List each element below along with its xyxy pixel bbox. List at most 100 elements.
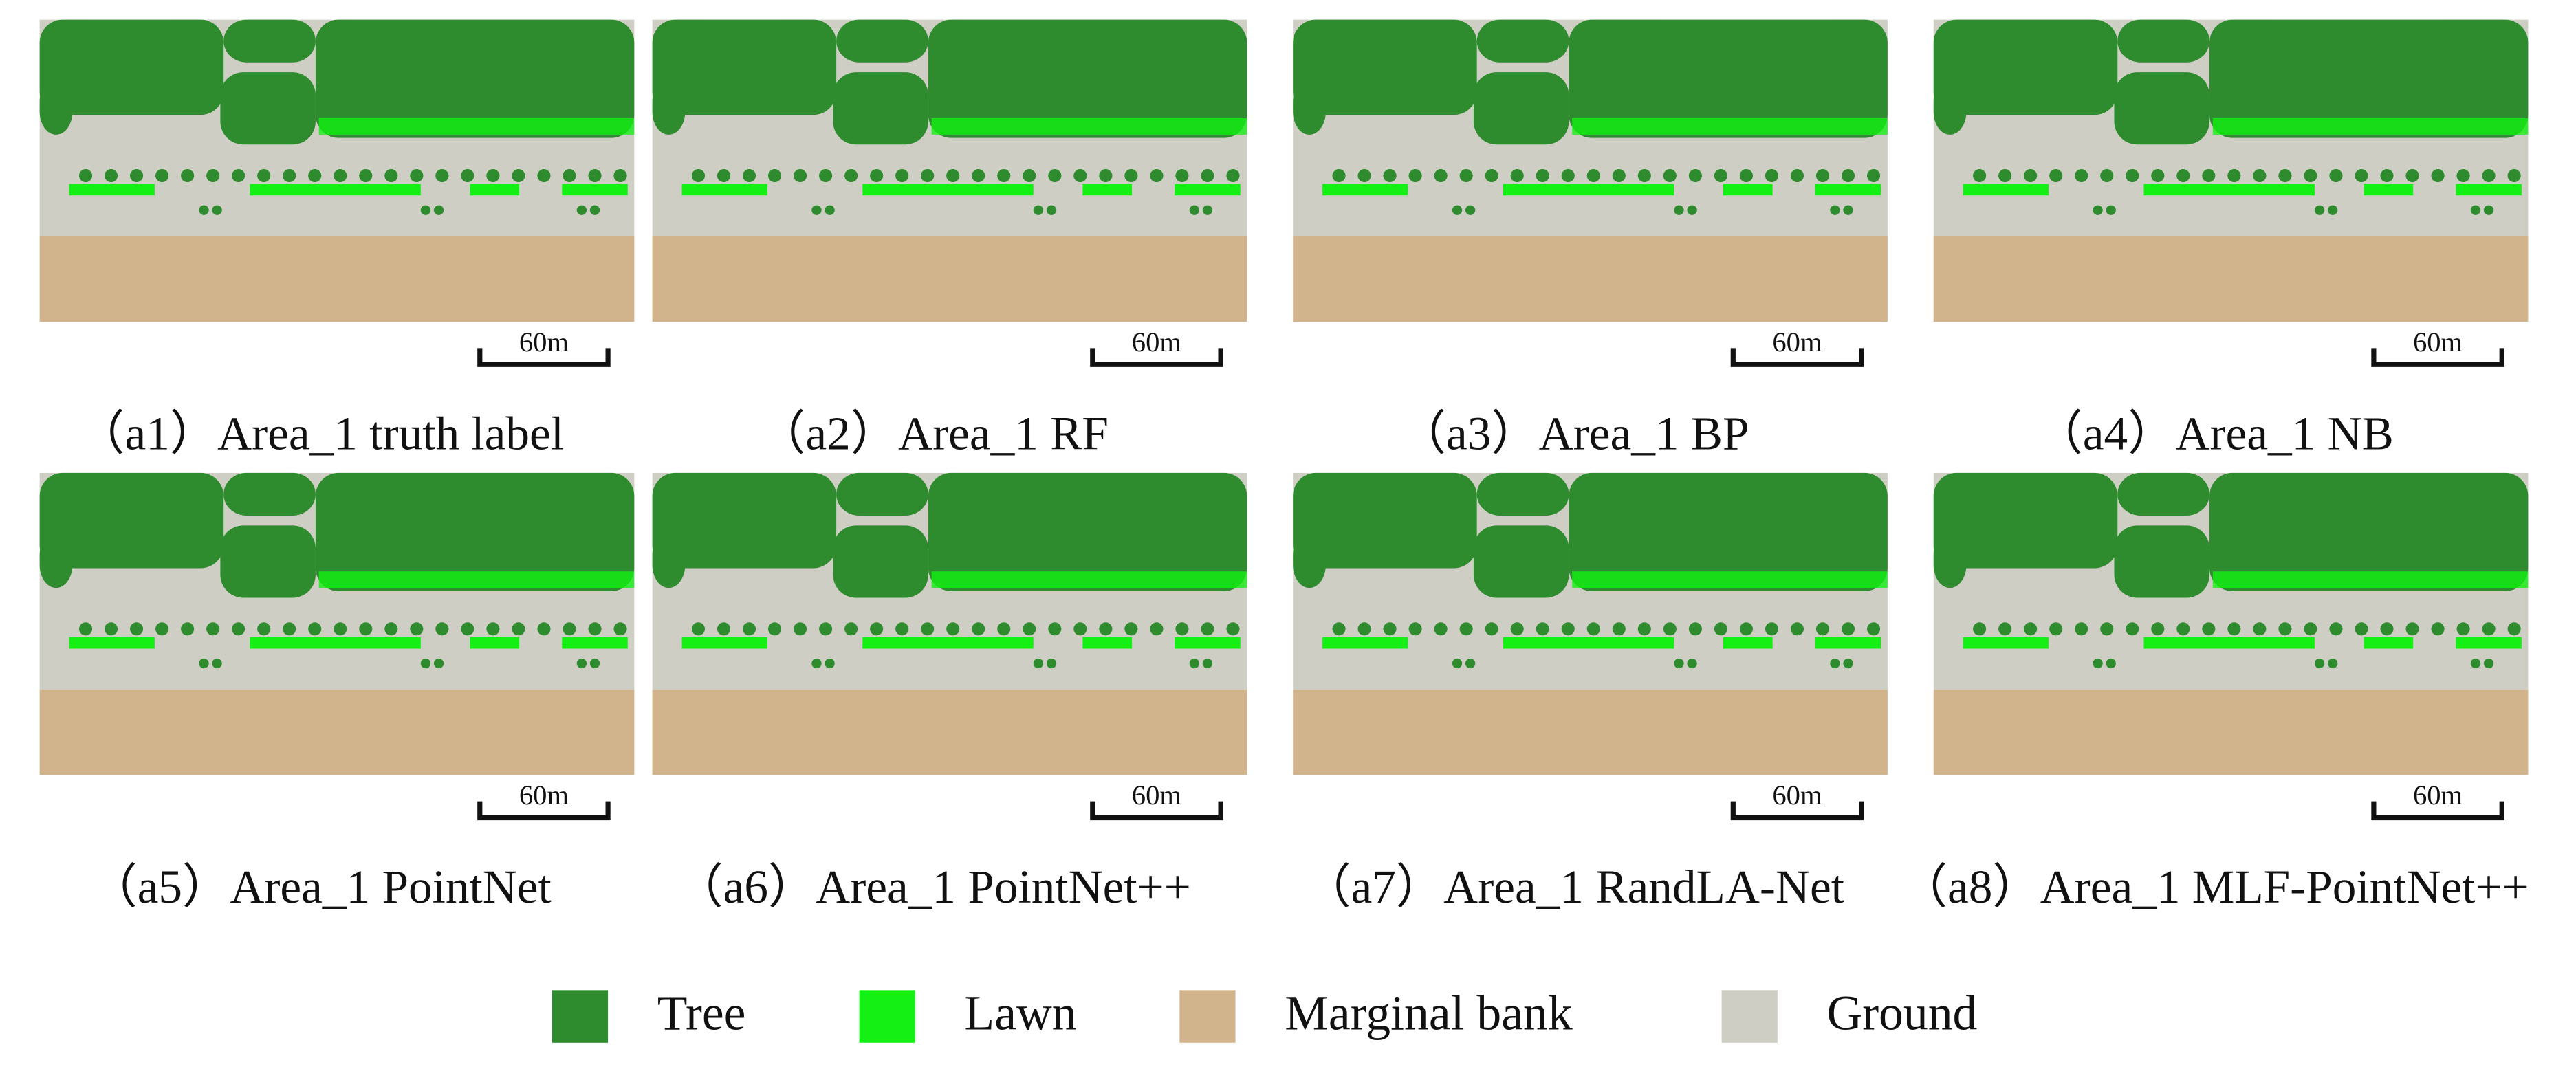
tree-area — [2209, 472, 2529, 591]
small-tree — [2314, 658, 2325, 669]
small-tree — [1739, 169, 1753, 183]
small-tree — [1033, 205, 1044, 215]
small-tree — [433, 658, 444, 669]
small-tree — [1124, 622, 1138, 636]
small-tree — [1687, 658, 1697, 669]
scale-label: 60m — [1772, 327, 1822, 357]
lawn-strip — [470, 184, 520, 196]
small-tree — [2328, 205, 2338, 215]
caption: （a2）Area_1 RF — [758, 407, 1109, 460]
small-tree — [717, 169, 731, 183]
small-tree — [2482, 169, 2496, 183]
scale-bar — [1090, 801, 1223, 821]
legend-label: Lawn — [964, 986, 1076, 1040]
tree-area — [836, 19, 928, 63]
tree-area — [928, 19, 1247, 138]
panel — [1293, 19, 1888, 322]
small-tree — [2482, 622, 2496, 636]
small-tree — [308, 169, 322, 183]
small-tree — [1765, 169, 1779, 183]
small-tree — [794, 169, 807, 183]
small-tree — [2278, 622, 2292, 636]
small-tree — [1357, 622, 1371, 636]
small-tree — [588, 169, 602, 183]
small-tree — [2202, 622, 2216, 636]
small-tree — [576, 205, 587, 215]
small-tree — [1202, 205, 1213, 215]
small-tree — [512, 169, 525, 183]
lawn-strip — [1963, 184, 2049, 196]
small-tree — [433, 205, 444, 215]
small-tree — [2126, 169, 2139, 183]
small-tree — [1383, 169, 1397, 183]
small-tree — [1452, 658, 1463, 669]
small-tree — [870, 622, 884, 636]
marginal-bank — [652, 690, 1247, 775]
small-tree — [1023, 169, 1036, 183]
tree-area — [1293, 78, 1326, 135]
panel — [39, 472, 635, 775]
small-tree — [2405, 622, 2419, 636]
panel — [1933, 472, 2529, 775]
small-tree — [2024, 622, 2038, 636]
lawn-strip — [562, 637, 628, 649]
lawn-edge — [318, 118, 635, 135]
small-tree — [181, 622, 195, 636]
tree-area — [836, 472, 928, 516]
tree-area — [2117, 472, 2210, 516]
small-tree — [359, 622, 373, 636]
small-tree — [1687, 205, 1697, 215]
caption: （a4）Area_1 NB — [2035, 407, 2394, 460]
small-tree — [2100, 622, 2114, 636]
lawn-edge — [318, 571, 635, 588]
small-tree — [78, 169, 93, 183]
lawn-strip — [1082, 184, 1133, 196]
small-tree — [2049, 622, 2063, 636]
small-tree — [1073, 169, 1087, 183]
small-tree — [613, 622, 627, 636]
legend-label: Ground — [1826, 986, 1977, 1040]
small-tree — [155, 622, 169, 636]
tree-area — [315, 19, 635, 138]
tree-area — [652, 472, 837, 569]
small-tree — [563, 622, 576, 636]
small-tree — [767, 169, 782, 183]
small-tree — [825, 205, 835, 215]
small-tree — [972, 622, 985, 636]
small-tree — [1189, 658, 1200, 669]
tree-area — [1569, 19, 1888, 138]
small-tree — [1739, 622, 1753, 636]
small-tree — [308, 622, 322, 636]
small-tree — [2093, 205, 2103, 215]
lawn-strip — [2456, 184, 2522, 196]
small-tree — [2483, 658, 2494, 669]
small-tree — [1866, 622, 1881, 636]
scale-bar — [1090, 348, 1223, 367]
small-tree — [844, 622, 858, 636]
tree-area — [652, 19, 837, 115]
small-tree — [1536, 622, 1549, 636]
small-tree — [1843, 658, 1853, 669]
small-tree — [2049, 169, 2063, 183]
small-tree — [946, 169, 960, 183]
small-tree — [1674, 205, 1684, 215]
marginal-bank — [1933, 690, 2529, 775]
small-tree — [1226, 622, 1240, 636]
small-tree — [1465, 205, 1476, 215]
small-tree — [2253, 622, 2267, 636]
small-tree — [2431, 169, 2445, 183]
small-tree — [811, 658, 822, 669]
small-tree — [1612, 169, 1626, 183]
scale-bar — [477, 801, 611, 821]
tree-area — [2114, 525, 2210, 598]
caption: （a8）Area_1 MLF-PointNet++ — [1900, 860, 2529, 913]
small-tree — [232, 622, 245, 636]
small-tree — [1357, 169, 1371, 183]
small-tree — [410, 622, 424, 636]
small-tree — [1561, 169, 1575, 183]
small-tree — [1790, 169, 1804, 183]
small-tree — [2106, 205, 2116, 215]
small-tree — [1459, 169, 1473, 183]
small-tree — [1510, 622, 1524, 636]
small-tree — [2075, 622, 2088, 636]
